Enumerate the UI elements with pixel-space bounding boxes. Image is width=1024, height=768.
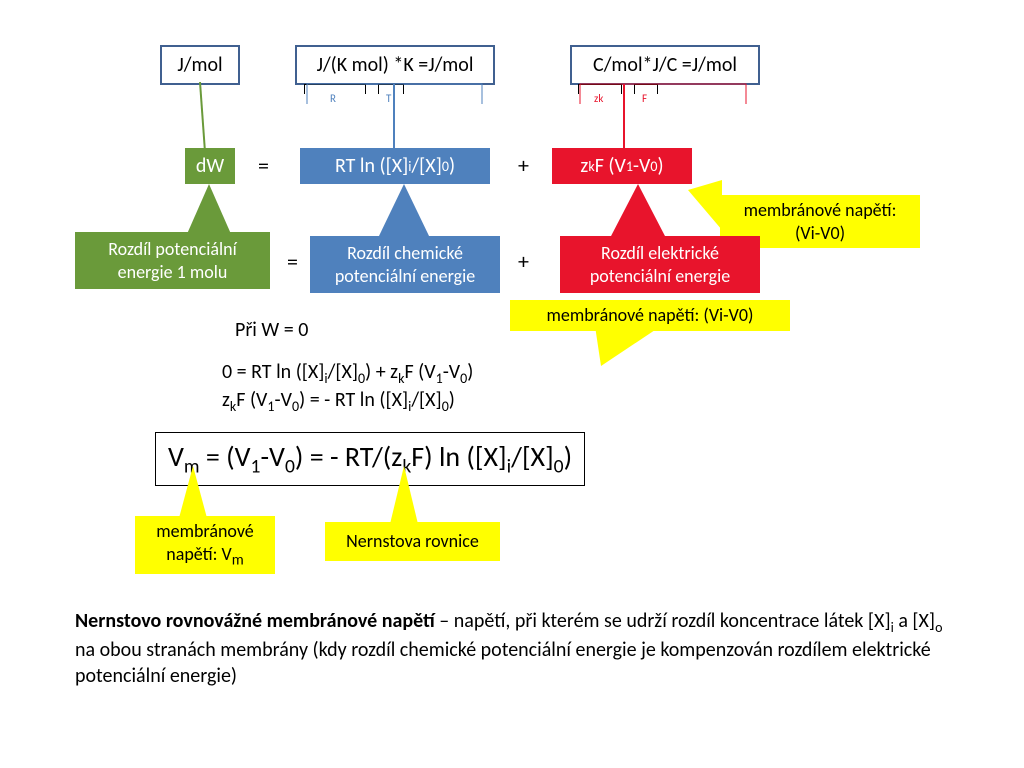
eq-rt: RT ln ([X]i/[X]0) <box>300 148 490 184</box>
callout-vm: membránovénapětí: Vm <box>135 516 275 574</box>
green-pointer <box>187 184 231 234</box>
connector-middle <box>302 82 492 148</box>
red-pointer <box>610 184 666 238</box>
desc-red: Rozdíl elektrické potenciální energie <box>560 236 760 293</box>
deriv-pri-w: Při W = 0 <box>235 318 308 342</box>
nernst-equation: Vm = (V1-V0) = - RT/(zkF) ln ([X]i/[X]0) <box>155 432 585 486</box>
deriv-line1: 0 = RT ln ([X]i/[X]0) + zkF (V1-V0) <box>222 360 473 387</box>
connector-right <box>576 82 756 148</box>
callout-nernst: Nernstova rovnice <box>325 522 500 561</box>
op-plus2: + <box>518 248 529 275</box>
callout-memb-mid-pointer <box>595 326 661 366</box>
callout-vm-pointer <box>179 466 207 518</box>
eq-dw: dW <box>185 148 235 184</box>
deriv-line2: zkF (V1-V0) = - RT ln ([X]i/[X]0) <box>222 388 455 415</box>
connector-left <box>190 82 220 152</box>
eq-zf: zkF (V1-V0) <box>552 148 692 184</box>
callout-memb-right-pointer <box>688 180 722 230</box>
op-eq2: = <box>287 248 298 275</box>
callout-nernst-pointer <box>390 466 418 524</box>
unit-box-left: J/mol <box>160 45 240 85</box>
blue-pointer <box>378 184 430 238</box>
desc-blue: Rozdíl chemické potenciální energie <box>310 236 500 293</box>
unit-box-middle: J/(K mol) *K =J/mol <box>295 45 495 85</box>
unit-box-right: C/mol*J/C =J/mol <box>570 45 760 85</box>
op-eq1: = <box>258 152 269 179</box>
op-plus1: + <box>518 152 529 179</box>
desc-green: Rozdíl potenciální energie 1 molu <box>75 232 270 289</box>
definition-paragraph: Nernstovo rovnovážné membránové napětí –… <box>75 608 945 689</box>
